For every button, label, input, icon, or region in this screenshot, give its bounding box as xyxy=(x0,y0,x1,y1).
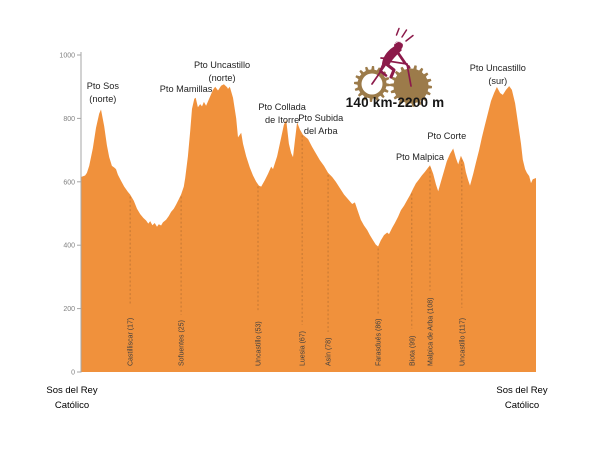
peak-label: Pto Malpica xyxy=(396,152,445,162)
rider-rear-leg xyxy=(379,61,388,77)
peak-label: (norte) xyxy=(209,73,236,83)
town-label: Asín (78) xyxy=(326,338,333,366)
motion-streaks-icon xyxy=(395,27,414,42)
route-start-line2: Católico xyxy=(54,400,90,411)
peak-label: del Arba xyxy=(304,126,339,136)
town-markers: Castilliscar (17) Sofuentes (25) Uncastill… xyxy=(128,135,466,366)
y-axis: 0 200 400 600 800 1000 xyxy=(59,52,82,377)
town-label: Luesia (67) xyxy=(300,331,307,366)
peak-label: (sur) xyxy=(488,76,507,86)
y-axis-tick-label: 400 xyxy=(63,243,75,250)
rider-arm xyxy=(394,48,407,65)
y-axis-tick-label: 0 xyxy=(71,370,75,377)
route-end-line2: Católico xyxy=(504,400,540,411)
rider-front-leg xyxy=(383,61,396,79)
handlebar xyxy=(404,62,411,69)
peak-label: Pto Sos xyxy=(87,81,120,91)
elevation-area xyxy=(81,84,536,372)
town-label: Uncastillo (117) xyxy=(459,318,466,366)
peak-label: Pto Subida xyxy=(298,113,344,123)
town-label: Castilliscar (17) xyxy=(128,318,135,366)
route-start-label: Sos del Rey Católico xyxy=(24,383,120,413)
town-label: Uncastillo (53) xyxy=(255,321,262,366)
peak-label: (norte) xyxy=(89,94,116,104)
peak-label: de Itorre xyxy=(265,115,299,125)
route-end-line1: Sos del Rey xyxy=(496,385,548,396)
route-start-line1: Sos del Rey xyxy=(46,385,98,396)
peak-label: Pto Mamillas xyxy=(160,84,213,94)
y-axis-tick-label: 200 xyxy=(63,306,75,313)
y-axis-tick-label: 800 xyxy=(63,116,75,123)
y-axis-tick-label: 600 xyxy=(63,179,75,186)
town-label: Malpica de Arba (108) xyxy=(427,298,434,366)
route-stats-text: 140 km-2200 m xyxy=(345,95,445,110)
helmet-slit xyxy=(394,41,403,45)
y-axis-tick-label: 1000 xyxy=(59,53,75,60)
peak-label: Pto Corte xyxy=(427,131,466,141)
route-end-label: Sos del Rey Católico xyxy=(474,383,570,413)
peak-label: Pto Uncastillo xyxy=(470,63,526,73)
rider-head xyxy=(394,41,403,50)
town-label: Sofuentes (25) xyxy=(179,320,186,366)
town-label: Farasdués (86) xyxy=(376,319,383,366)
town-label: Biota (99) xyxy=(409,336,416,366)
cyclist-logo xyxy=(354,27,432,107)
peak-label: Pto Uncastillo xyxy=(194,60,250,70)
peak-label: Pto Collada xyxy=(258,102,306,112)
